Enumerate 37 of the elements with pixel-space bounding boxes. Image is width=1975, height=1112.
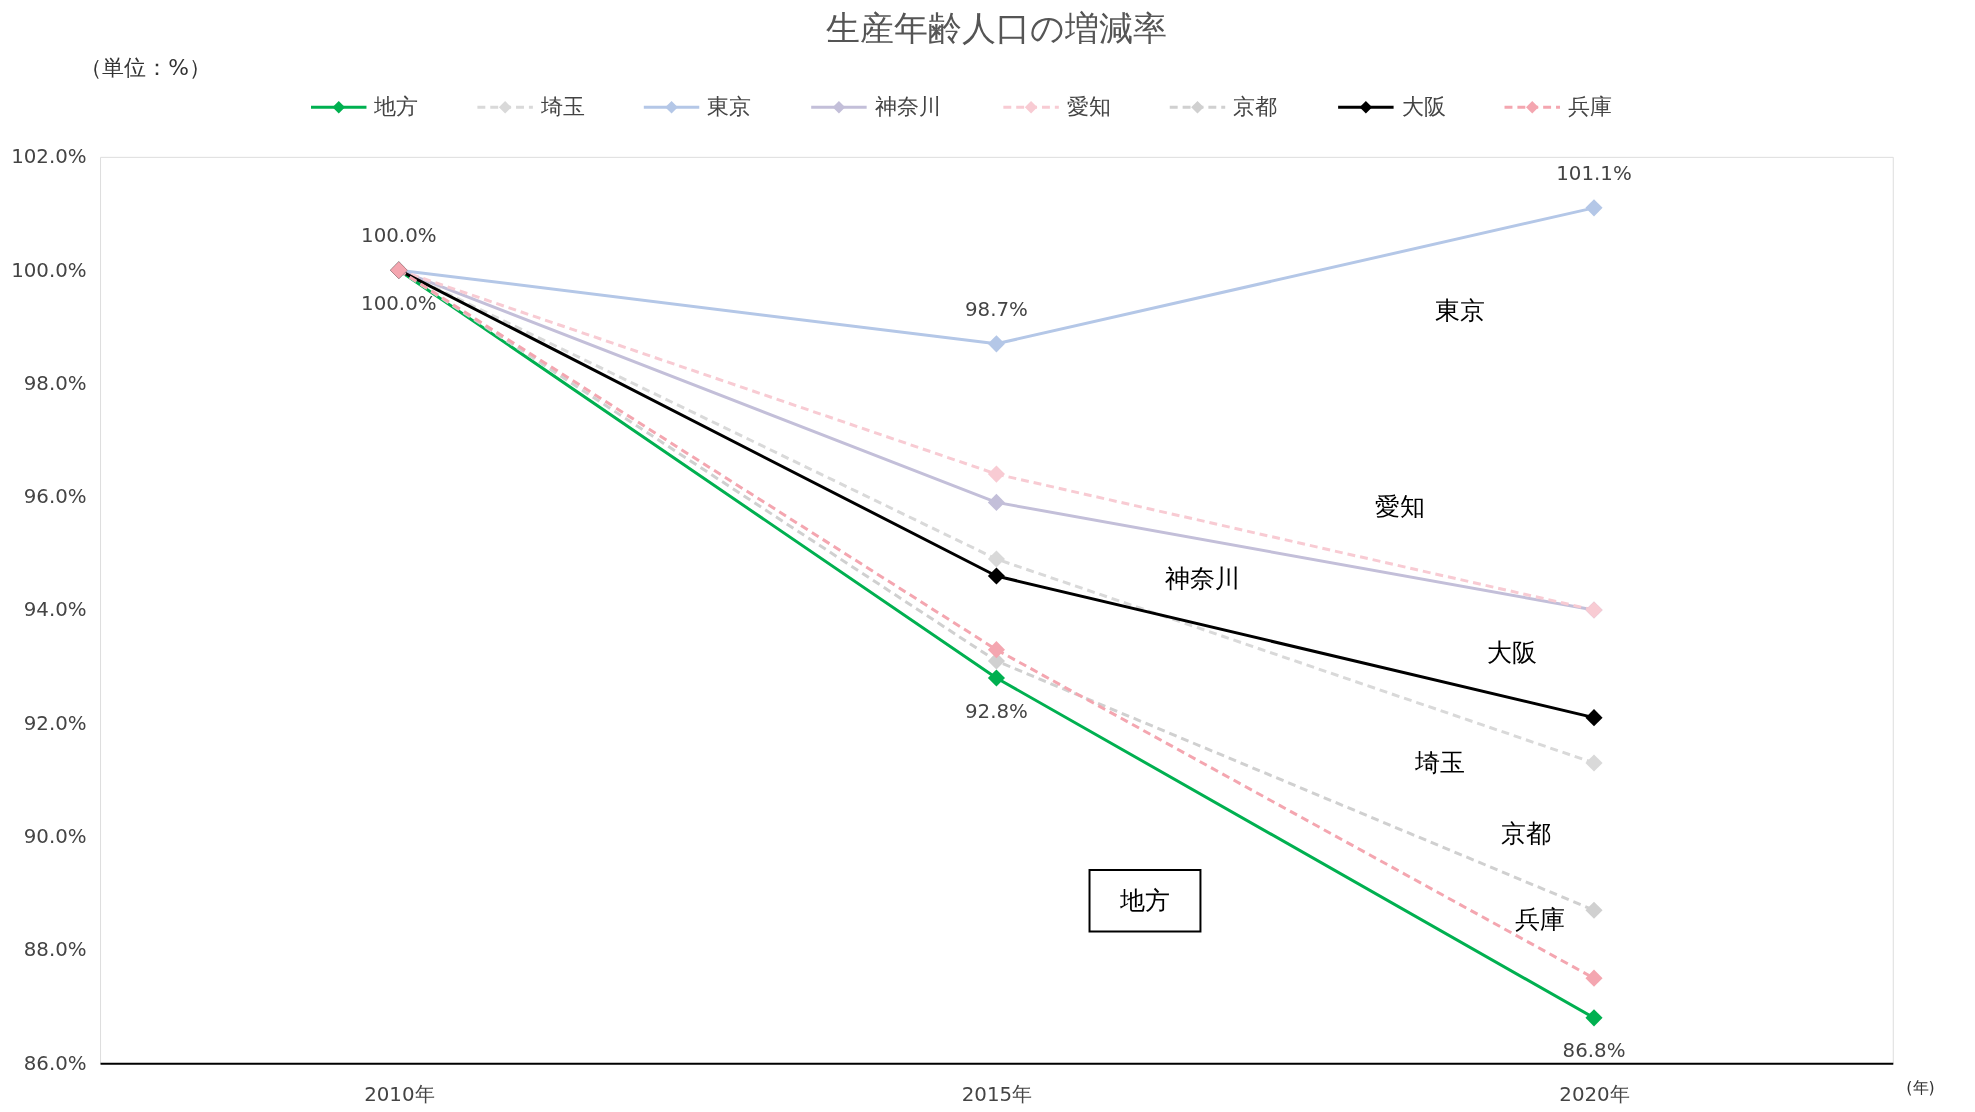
legend-label: 地方: [373, 94, 419, 120]
chart-title: 生産年齢人口の増減率: [825, 9, 1167, 48]
legend-label: 大阪: [1401, 94, 1446, 120]
y-tick-label: 94.0%: [23, 598, 87, 622]
y-tick-label: 100.0%: [11, 258, 87, 282]
data-label: 100.0%: [361, 291, 437, 315]
x-tick-label: 2020年: [1559, 1083, 1630, 1107]
x-tick-label: 2015年: [961, 1083, 1033, 1107]
text: 京都: [1501, 819, 1552, 849]
data-label: 98.7%: [964, 298, 1028, 322]
y-tick-label: 88.0%: [23, 938, 87, 962]
text: 兵庫: [1515, 905, 1566, 935]
text: 地方: [1119, 885, 1170, 915]
data-label: 92.8%: [964, 699, 1028, 723]
x-tick-label: 2010年: [364, 1083, 435, 1107]
legend-label: 兵庫: [1567, 94, 1612, 120]
text: 埼玉: [1415, 747, 1466, 777]
text: 愛知: [1374, 492, 1425, 522]
legend-label: 愛知: [1066, 94, 1111, 120]
data-label: 100.0%: [361, 224, 437, 248]
data-label: 86.8%: [1562, 1039, 1626, 1063]
text: 東京: [1434, 296, 1485, 326]
text: （単位：%）: [80, 54, 211, 80]
y-tick-label: 86.0%: [23, 1051, 87, 1075]
legend-label: 京都: [1233, 94, 1278, 120]
text: (年): [1906, 1077, 1935, 1097]
y-tick-label: 102.0%: [11, 145, 87, 169]
y-tick-label: 90.0%: [23, 825, 87, 849]
text: 神奈川: [1164, 563, 1240, 593]
y-tick-label: 92.0%: [23, 711, 87, 735]
y-tick-label: 98.0%: [23, 371, 87, 395]
legend-label: 埼玉: [539, 94, 585, 120]
text: 大阪: [1487, 638, 1538, 668]
y-tick-label: 96.0%: [23, 485, 87, 509]
legend-label: 神奈川: [874, 94, 941, 120]
legend-label: 東京: [707, 94, 752, 120]
data-label: 101.1%: [1556, 162, 1632, 186]
